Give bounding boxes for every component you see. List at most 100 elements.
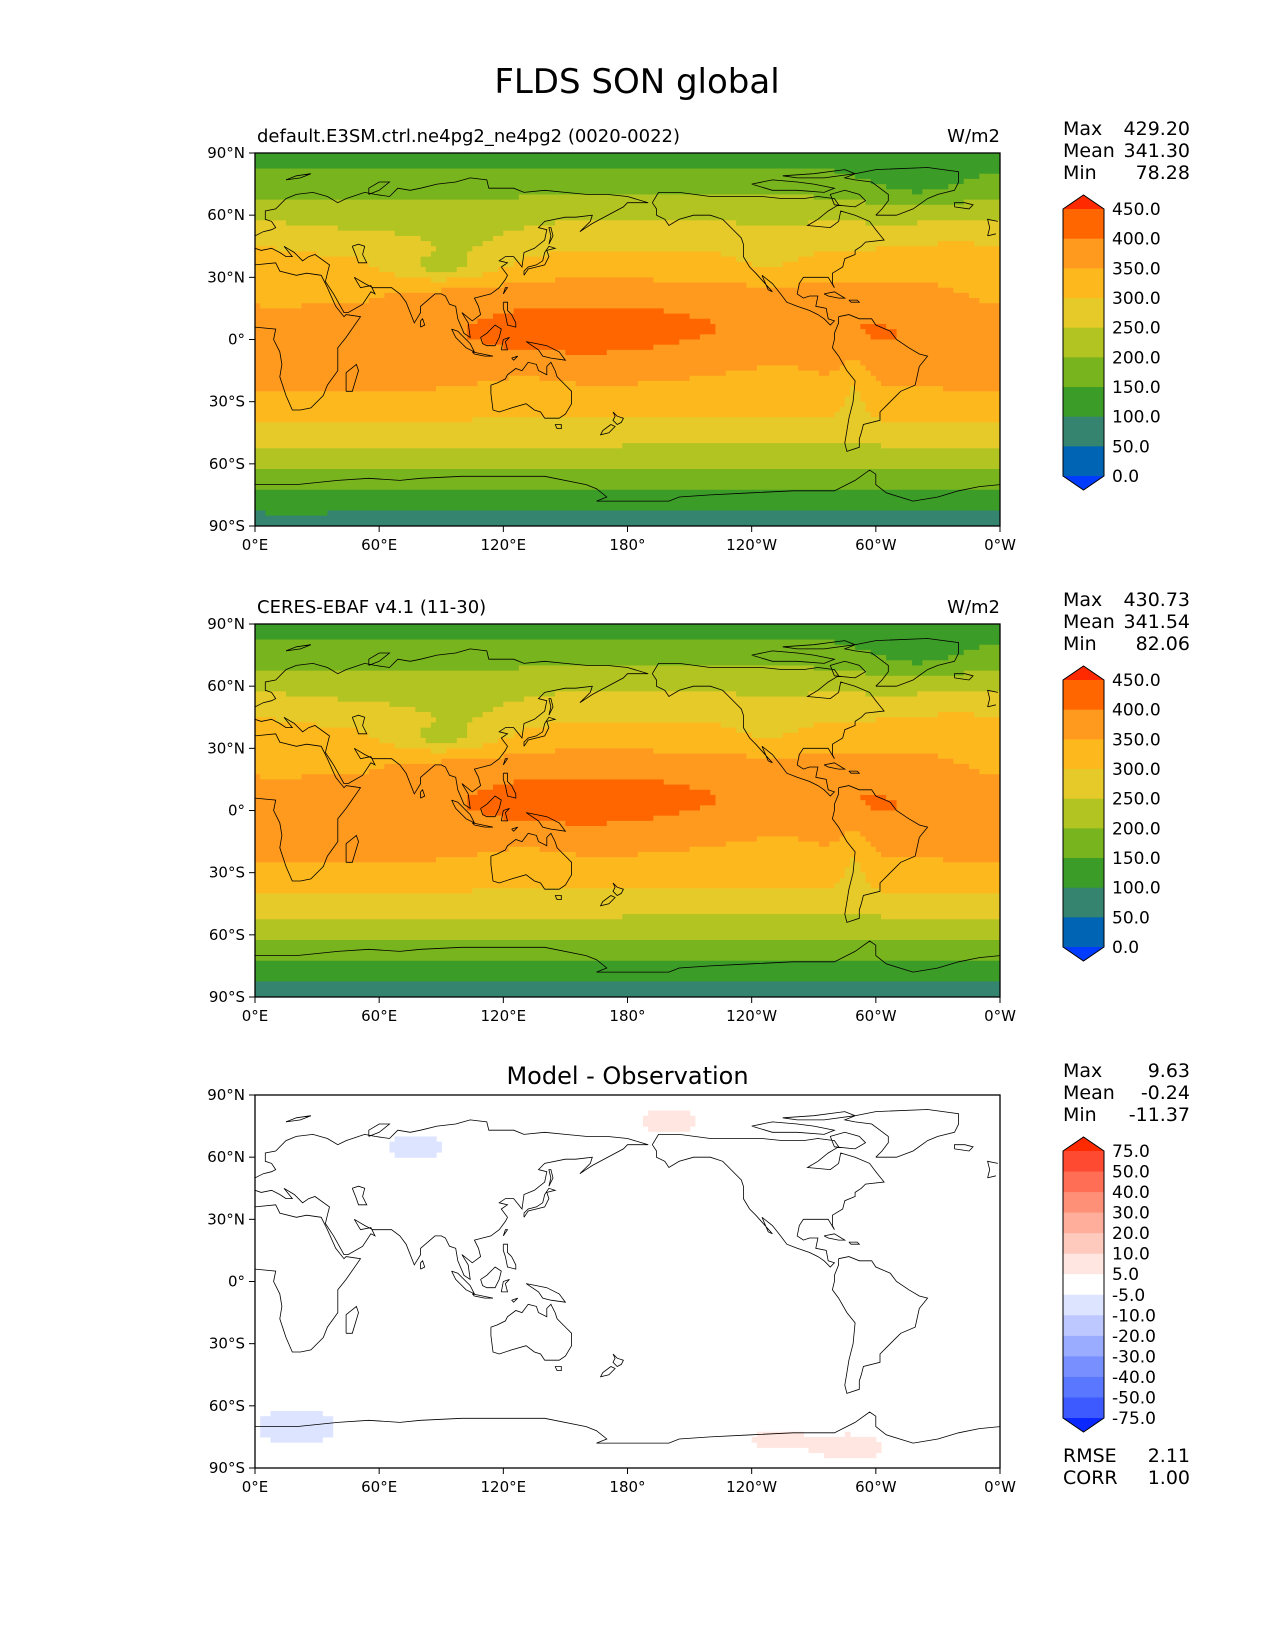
lon-tick-label: 120°E <box>481 1478 527 1496</box>
lon-tick-label: 120°E <box>481 1007 527 1025</box>
lat-tick-label: 60°S <box>209 1397 245 1415</box>
stat-value: -0.24 <box>1141 1082 1190 1104</box>
colorbar-tick-label: 0.0 <box>1112 467 1139 487</box>
lat-tick-label: 60°S <box>209 926 245 944</box>
lat-tick-label: 90°S <box>209 988 245 1006</box>
coastlines <box>255 638 1000 973</box>
colorbar-segment <box>1063 387 1104 418</box>
colorbar-tick-label: 50.0 <box>1112 437 1150 457</box>
colorbar-segment <box>1063 298 1104 329</box>
colorbar-segment <box>1063 769 1104 800</box>
colorbar-tick-label: -10.0 <box>1112 1306 1156 1326</box>
colorbar-tick-label: 200.0 <box>1112 819 1161 839</box>
map-field-diff <box>255 1095 1000 1468</box>
lat-tick-label: 0° <box>228 331 245 349</box>
coastlines <box>255 1109 1000 1444</box>
stat-label: Mean <box>1063 611 1115 633</box>
colorbar-tick-label: 350.0 <box>1112 730 1161 750</box>
lat-tick-label: 90°N <box>207 144 245 162</box>
stat-label: CORR <box>1063 1467 1118 1489</box>
stat-label: Min <box>1063 633 1097 655</box>
colorbar-segment <box>1063 887 1104 918</box>
colorbar-segment <box>1063 1356 1104 1378</box>
colorbar-segment <box>1063 1171 1104 1193</box>
lat-tick-label: 0° <box>228 802 245 820</box>
panel-units: W/m2 <box>947 597 1000 618</box>
colorbar-extend-min <box>1063 947 1104 961</box>
stat-label: Min <box>1063 1104 1097 1126</box>
colorbar-segment <box>1063 327 1104 358</box>
colorbar-tick-label: 5.0 <box>1112 1265 1139 1285</box>
panel-obs: CERES-EBAF v4.1 (11-30) W/m2 90°N 60°N 30°N 0… <box>207 589 1190 1025</box>
colorbar-tick-label: 150.0 <box>1112 378 1161 398</box>
colorbar-segment <box>1063 238 1104 269</box>
colorbar: 450.0 400.0 350.0 300.0 250.0 200.0 150.0 100.0… <box>1062 194 1161 491</box>
colorbar-segment <box>1063 1151 1104 1173</box>
colorbar-tick-label: 50.0 <box>1112 908 1150 928</box>
lon-tick-label: 180° <box>609 1007 645 1025</box>
lon-tick-label: 120°W <box>726 1478 777 1496</box>
lat-tick-label: 90°S <box>209 517 245 535</box>
panel-center-title: Model - Observation <box>506 1062 748 1090</box>
colorbar-tick-label: 150.0 <box>1112 849 1161 869</box>
colorbar-tick-label: 20.0 <box>1112 1224 1150 1244</box>
stat-value: 341.54 <box>1124 611 1190 633</box>
colorbar-tick-label: -75.0 <box>1112 1409 1156 1429</box>
colorbar-tick-label: -20.0 <box>1112 1327 1156 1347</box>
panel-left-title: default.E3SM.ctrl.ne4pg2_ne4pg2 (0020-00… <box>257 126 680 147</box>
lat-tick-label: 30°S <box>209 393 245 411</box>
stat-value: 1.00 <box>1148 1467 1190 1489</box>
colorbar-segment <box>1063 828 1104 859</box>
colorbar-segment <box>1063 917 1104 948</box>
colorbar-tick-label: 100.0 <box>1112 408 1161 428</box>
lat-tick-label: 60°N <box>207 206 245 224</box>
lon-tick-label: 60°E <box>361 1007 397 1025</box>
panel-left-title: CERES-EBAF v4.1 (11-30) <box>257 597 486 618</box>
lat-tick-label: 90°N <box>207 1086 245 1104</box>
colorbar-segment <box>1063 209 1104 240</box>
lon-tick-label: 0°W <box>984 1478 1016 1496</box>
colorbar-tick-label: 10.0 <box>1112 1245 1150 1265</box>
colorbar-tick-label: 450.0 <box>1112 671 1161 691</box>
stat-value: 82.06 <box>1136 633 1190 655</box>
stat-value: 429.20 <box>1124 118 1190 140</box>
colorbar-extend-max <box>1063 1137 1104 1151</box>
colorbar-segment <box>1063 1294 1104 1316</box>
colorbar-tick-label: 350.0 <box>1112 259 1161 279</box>
stat-label: Max <box>1063 589 1102 611</box>
colorbar-extend-max <box>1063 195 1104 209</box>
lat-tick-label: 30°S <box>209 864 245 882</box>
colorbar-tick-label: 40.0 <box>1112 1183 1150 1203</box>
lat-tick-label: 90°N <box>207 615 245 633</box>
panel-units: W/m2 <box>947 126 1000 147</box>
colorbar-tick-label: 250.0 <box>1112 319 1161 339</box>
lat-tick-label: 60°N <box>207 1148 245 1166</box>
colorbar-extend-min <box>1063 476 1104 490</box>
stat-value: 9.63 <box>1148 1060 1190 1082</box>
colorbar-tick-label: 0.0 <box>1112 938 1139 958</box>
lat-tick-label: 30°N <box>207 268 245 286</box>
lon-tick-label: 180° <box>609 1478 645 1496</box>
panel-diff: Model - Observation 90°N 60°N 30°N 0° 30°S 60°… <box>207 1060 1190 1496</box>
colorbar-extend-max <box>1063 666 1104 680</box>
lon-tick-label: 120°E <box>481 536 527 554</box>
lon-tick-label: 60°W <box>855 1478 897 1496</box>
lon-tick-label: 180° <box>609 536 645 554</box>
lat-tick-label: 60°S <box>209 455 245 473</box>
map-field-model <box>255 153 1000 526</box>
figure-title: FLDS SON global <box>494 62 779 102</box>
colorbar-segment <box>1063 680 1104 711</box>
colorbar-segment <box>1063 739 1104 770</box>
lon-tick-label: 120°W <box>726 536 777 554</box>
colorbar-tick-label: -5.0 <box>1112 1286 1145 1306</box>
lon-tick-label: 60°W <box>855 536 897 554</box>
colorbar-segment <box>1063 268 1104 299</box>
colorbar-segment <box>1063 798 1104 829</box>
colorbar-tick-label: 400.0 <box>1112 701 1161 721</box>
lat-tick-label: 30°S <box>209 1335 245 1353</box>
lat-tick-label: 30°N <box>207 739 245 757</box>
colorbar-segment <box>1063 709 1104 740</box>
colorbar-segment <box>1063 1253 1104 1275</box>
stat-label: Max <box>1063 1060 1102 1082</box>
